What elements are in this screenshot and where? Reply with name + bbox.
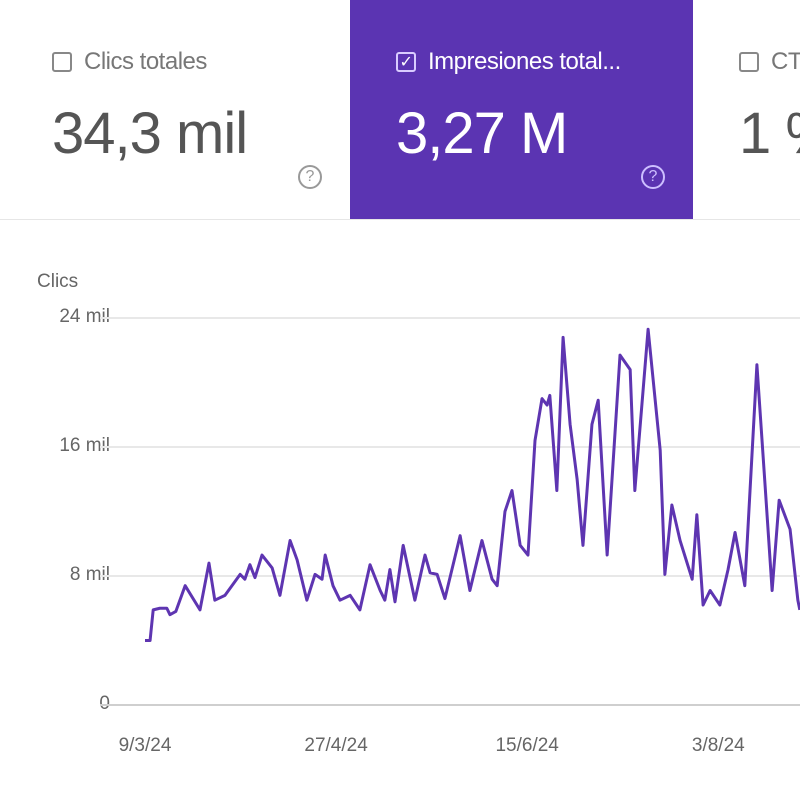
tile-label: ✓ Impresiones total... (396, 48, 621, 76)
y-tick-label: 8 mil (69, 564, 110, 585)
tile-value: 34,3 mil (52, 101, 248, 166)
metric-tiles: Clics totales 34,3 mil ? ✓ Impresiones t… (0, 0, 800, 220)
help-icon[interactable]: ? (641, 165, 665, 189)
tile-value: 3,27 M (396, 101, 568, 166)
tile-label-text: CT (771, 48, 800, 75)
x-tick-label: 15/6/24 (495, 735, 559, 756)
y-tick-label: 16 mil (59, 435, 110, 456)
y-tick-label: 0 (99, 693, 110, 714)
checkbox-checked-icon[interactable]: ✓ (396, 52, 416, 72)
tile-total-clicks[interactable]: Clics totales 34,3 mil ? (0, 0, 350, 219)
tile-total-impressions[interactable]: ✓ Impresiones total... 3,27 M ? (350, 0, 693, 219)
checkbox-unchecked-icon[interactable] (52, 52, 72, 72)
tile-label: CT (739, 48, 800, 76)
series-line-clicks (145, 327, 800, 642)
x-tick-label: 3/8/24 (691, 735, 745, 756)
tile-label-text: Impresiones total... (428, 48, 621, 75)
y-axis-label: Clics (37, 271, 79, 292)
help-icon[interactable]: ? (298, 165, 322, 189)
tile-value: 1 % (739, 101, 800, 166)
tile-label: Clics totales (52, 48, 207, 76)
checkbox-unchecked-icon[interactable] (739, 52, 759, 72)
tile-ctr[interactable]: CT 1 % (693, 0, 800, 219)
tile-label-text: Clics totales (84, 48, 207, 75)
x-tick-label: 27/4/24 (304, 735, 368, 756)
y-tick-label: 24 mil (59, 306, 110, 327)
x-tick-label: 9/3/24 (118, 735, 172, 756)
